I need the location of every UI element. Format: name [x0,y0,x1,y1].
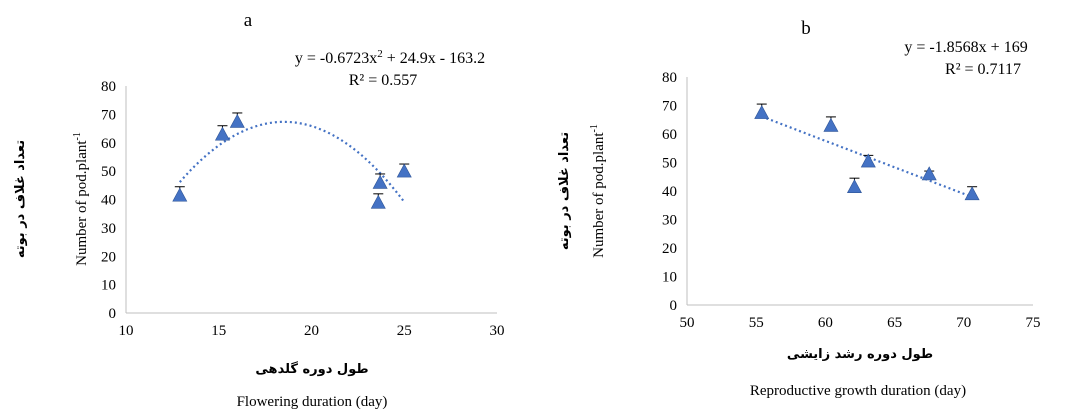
panel-b-chart: 0 10 20 30 40 50 60 70 80 50 55 60 65 70 75 b y = -1.856… [557,18,1041,399]
x-tick-label: 15 [211,323,226,339]
trendline [178,120,406,203]
y-axis-title-main: Number of pod.plant [591,132,607,258]
data-point [846,179,862,194]
y-tick-label: 20 [662,241,677,257]
x-tick-label: 10 [119,323,134,339]
x-tick-label: 55 [749,315,764,331]
x-tick-label: 50 [680,315,695,331]
y-axis-title-persian: تعداد غلاف در بوته [13,140,28,258]
y-tick-label: 10 [101,278,116,294]
y-tick-label: 50 [662,156,677,172]
data-point [229,113,245,128]
panel-label: b [801,18,811,39]
x-axis-title-persian: طول دوره رشد زایشی [787,347,933,362]
y-axis-title-superscript: -1 [72,132,83,140]
trendline-equation: y = -1.8568x + 169 [904,39,1027,56]
data-point [370,194,386,209]
y-tick-label: 70 [101,107,116,123]
y-tick-label: 80 [662,70,677,86]
data-point [372,174,388,189]
y-axis-title: Number of pod.plant-1 [589,124,607,258]
r-squared-label: R² = 0.7117 [945,61,1021,78]
data-point [860,153,876,168]
data-point [921,166,937,181]
x-tick-label: 75 [1026,315,1041,331]
trendline-equation: y = -0.6723x2 + 24.9x - 163.2 [295,48,485,67]
data-point [754,104,770,119]
data-point [964,186,980,201]
panel-label: a [244,10,253,31]
y-tick-label: 30 [101,221,116,237]
y-tick-label: 60 [662,127,677,143]
data-point [214,126,230,141]
y-tick-label: 40 [662,184,677,200]
r-squared-label: R² = 0.557 [349,72,418,89]
y-tick-label: 40 [101,193,116,209]
x-tick-label: 60 [818,315,833,331]
y-tick-label: 20 [101,249,116,265]
equation-main: y = -0.6723x [295,50,377,67]
x-axis-title-persian: طول دوره گلدهی [255,361,368,377]
data-point [396,163,412,178]
x-tick-label: 25 [397,323,412,339]
y-tick-label: 70 [662,99,677,115]
y-tick-label: 50 [101,164,116,180]
equation-superscript: 2 [377,48,383,60]
y-axis-title-superscript: -1 [589,124,600,132]
y-tick-label: 0 [109,306,117,322]
x-axis-title: Flowering duration (day) [237,394,388,410]
x-tick-label: 30 [490,323,505,339]
y-axis-title: Number of pod.plant-1 [72,132,90,266]
y-tick-label: 80 [101,79,116,95]
y-tick-label: 30 [662,213,677,229]
y-tick-label: 10 [662,270,677,286]
x-tick-label: 20 [304,323,319,339]
y-axis-title-persian: تعداد غلاف در بوته [557,132,572,250]
y-tick-label: 60 [101,136,116,152]
x-tick-label: 65 [887,315,902,331]
equation-tail: + 24.9x - 163.2 [383,50,485,67]
x-tick-label: 70 [956,315,971,331]
y-tick-label: 0 [670,298,678,314]
data-point [172,187,188,202]
x-axis-title: Reproductive growth duration (day) [750,383,966,399]
data-point [823,117,839,132]
y-axis-title-main: Number of pod.plant [74,140,90,266]
